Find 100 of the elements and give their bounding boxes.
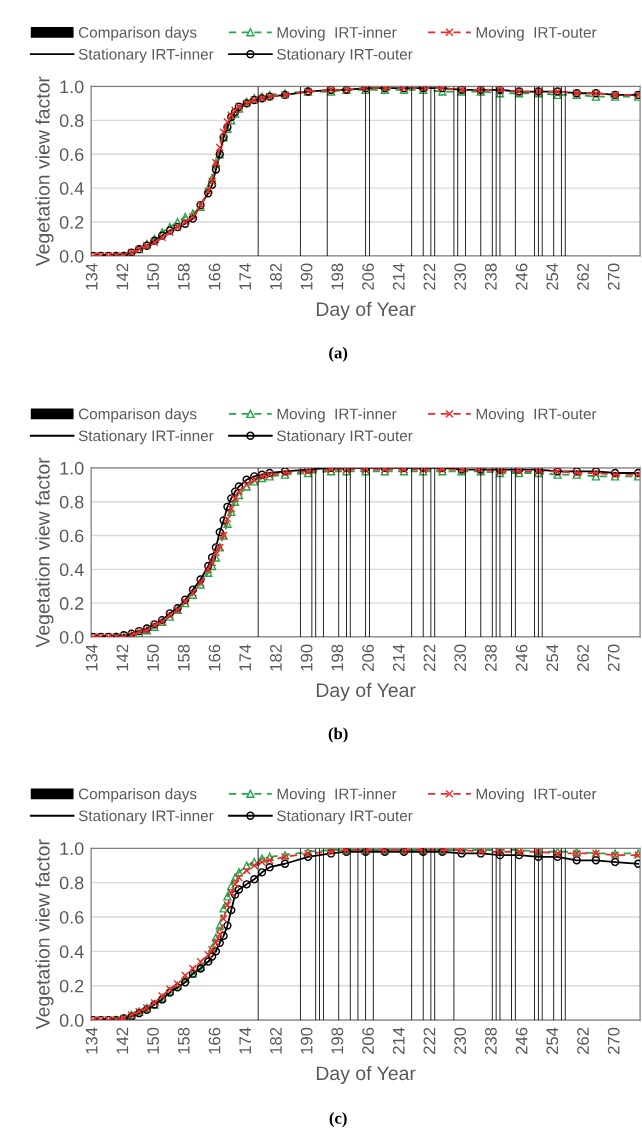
point [204, 561, 213, 571]
point [230, 880, 240, 889]
legend-label: Moving IRT-outer [476, 26, 597, 41]
point [196, 957, 205, 966]
text: (c) [329, 1112, 347, 1128]
point [230, 873, 240, 882]
point [265, 863, 274, 872]
x-tick-label: 206 [362, 1027, 374, 1054]
x-tick-label: 198 [331, 263, 344, 290]
y-tick-label: 0.6 [59, 910, 84, 924]
point [572, 856, 581, 865]
legend-label: Moving IRT-outer [476, 408, 597, 423]
x-tick-label: 182 [270, 1027, 282, 1054]
point [219, 128, 228, 137]
point [215, 930, 224, 939]
x-tick-label: 246 [515, 644, 528, 671]
point [207, 952, 217, 961]
point [181, 212, 190, 222]
y-tick-label: 0.8 [59, 114, 84, 128]
y-tick-label: 0.0 [59, 249, 84, 263]
point [234, 482, 244, 491]
x-axis-title: Day of Year [316, 301, 416, 320]
x-tick-label: 206 [362, 644, 374, 671]
x-tick-label: 174 [239, 644, 251, 671]
x-tick-label: 190 [300, 263, 313, 290]
x-tick-label: 246 [515, 1027, 528, 1054]
y-axis-title: Vegetation view factor [35, 76, 54, 267]
point [250, 875, 259, 884]
legend-label: Stationary IRT-outer [277, 430, 413, 445]
x-tick-label: 142 [116, 644, 129, 671]
point [207, 173, 217, 183]
x-tick-label: 158 [177, 644, 190, 671]
point [250, 857, 259, 867]
point [242, 475, 251, 484]
y-tick-label: 1.0 [60, 461, 84, 475]
point [280, 859, 290, 868]
x-tick-label: 238 [484, 1027, 497, 1054]
legend-label: Comparison days [78, 788, 197, 803]
point [181, 978, 190, 987]
point [230, 890, 240, 899]
x-axis-title: Day of Year [316, 682, 416, 701]
point [257, 854, 267, 863]
point [591, 856, 601, 865]
point [495, 89, 505, 98]
x-tick-label: 214 [392, 263, 405, 290]
point [196, 575, 205, 584]
x-tick-label: 142 [116, 1027, 129, 1054]
x-tick-label: 174 [239, 263, 251, 290]
x-tick-label: 166 [208, 263, 221, 290]
x-axis-title: Day of Year [316, 1065, 416, 1085]
x-tick-label: 174 [239, 1027, 251, 1054]
x-tick-label: 254 [546, 1027, 559, 1054]
point [211, 933, 221, 942]
y-tick-label: 0.8 [59, 495, 84, 509]
legend-label: Comparison days [78, 408, 197, 423]
point [204, 183, 213, 193]
legend-label: Moving IRT-inner [277, 26, 397, 41]
point [219, 904, 228, 913]
legend-label: Stationary IRT-inner [78, 810, 214, 825]
x-tick-label: 270 [607, 644, 620, 671]
point [223, 892, 232, 901]
point [303, 852, 313, 862]
point [223, 519, 232, 528]
point [207, 561, 217, 571]
y-axis-title: Vegetation view factor [35, 839, 54, 1030]
point [204, 957, 213, 966]
text: (b) [328, 727, 348, 743]
point [211, 165, 221, 174]
x-tick-label: 222 [423, 263, 436, 290]
x-tick-label: 238 [484, 263, 497, 290]
y-tick-label: 0.4 [59, 563, 84, 577]
x-tick-label: 254 [546, 644, 559, 671]
legend-label: Stationary IRT-inner [78, 48, 214, 63]
point [219, 914, 228, 923]
point [227, 905, 236, 915]
x-tick-label: 150 [147, 263, 159, 290]
point [242, 861, 251, 870]
x-tick-label: 262 [577, 644, 589, 671]
x-tick-label: 222 [423, 1027, 436, 1054]
legend-label: Moving IRT-inner [277, 408, 397, 423]
x-tick-label: 134 [85, 1027, 98, 1054]
x-tick-label: 158 [177, 1027, 190, 1054]
x-tick-label: 142 [116, 263, 129, 290]
x-tick-label: 238 [484, 644, 497, 671]
y-tick-label: 1.0 [60, 80, 84, 94]
x-tick-label: 262 [577, 1027, 589, 1054]
x-tick-label: 166 [208, 644, 221, 671]
point [188, 964, 198, 973]
point [227, 504, 236, 513]
y-tick-label: 0.0 [59, 1013, 84, 1027]
point [173, 217, 182, 227]
point [211, 548, 221, 557]
x-tick-label: 222 [423, 644, 436, 671]
y-tick-label: 0.2 [59, 979, 84, 993]
legend-label: Stationary IRT-outer [277, 810, 413, 825]
x-tick-label: 270 [607, 263, 620, 290]
x-tick-label: 150 [147, 1027, 159, 1054]
point [207, 553, 217, 562]
x-tick-label: 190 [300, 644, 313, 671]
x-tick-label: 198 [331, 1027, 344, 1054]
